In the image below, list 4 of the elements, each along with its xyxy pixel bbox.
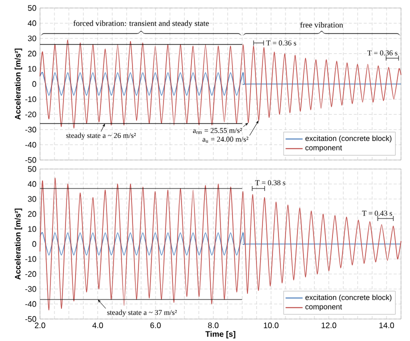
line-series — [40, 40, 402, 128]
line-series — [40, 178, 402, 310]
line-series — [40, 72, 402, 96]
line-series — [40, 232, 402, 256]
